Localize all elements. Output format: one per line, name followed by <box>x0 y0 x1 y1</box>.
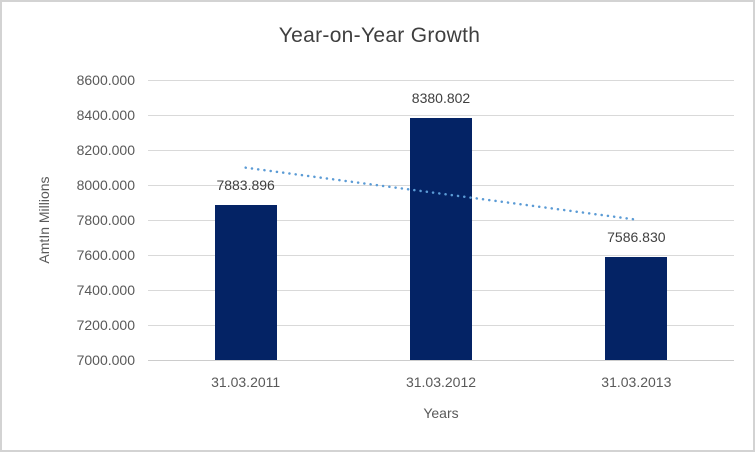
x-category-label: 31.03.2011 <box>211 374 281 390</box>
y-tick-label: 8600.000 <box>76 72 135 88</box>
y-tick-label: 7200.000 <box>76 317 135 333</box>
y-axis-title: AmtIn Millions <box>36 176 52 264</box>
y-tick-label: 7000.000 <box>76 352 135 368</box>
bar-31.03.2011 <box>214 205 277 360</box>
gridline <box>148 114 734 116</box>
bar-31.03.2012 <box>410 118 472 360</box>
bar-31.03.2013 <box>605 257 668 360</box>
x-axis-title: Years <box>423 405 459 421</box>
x-category-label: 31.03.2012 <box>405 374 477 390</box>
x-category-label: 31.03.2013 <box>601 374 672 390</box>
data-label: 7586.830 <box>607 229 666 246</box>
data-label: 7883.896 <box>216 177 275 194</box>
y-tick-label: 8400.000 <box>76 107 135 123</box>
y-tick-label: 7400.000 <box>76 282 135 298</box>
chart-title: Year-on-Year Growth <box>278 24 481 47</box>
y-tick-label: 7600.000 <box>76 247 135 263</box>
data-label: 8380.802 <box>411 90 471 107</box>
y-tick-label: 8000.000 <box>76 177 135 193</box>
gridline <box>148 79 734 81</box>
y-tick-label: 8200.000 <box>76 142 135 158</box>
x-axis-line <box>148 359 734 361</box>
y-tick-label: 7800.000 <box>76 212 135 228</box>
